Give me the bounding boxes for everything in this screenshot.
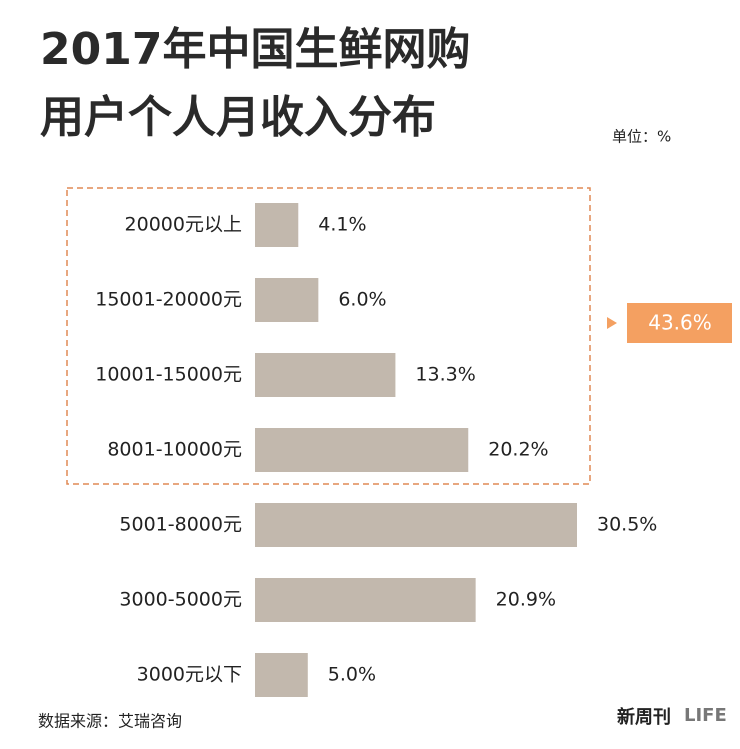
bar — [255, 503, 577, 547]
value-label: 30.5% — [597, 514, 657, 536]
source: 数据来源：艾瑞咨询 — [38, 712, 182, 731]
value-label: 20.2% — [488, 439, 548, 461]
value-label: 6.0% — [338, 289, 386, 311]
category-label: 8001-10000元 — [107, 439, 242, 461]
bar — [255, 353, 396, 397]
chart-title: 用户个人月收入分布 — [40, 92, 436, 143]
bar — [255, 428, 469, 472]
category-label: 20000元以上 — [125, 214, 242, 236]
value-label: 4.1% — [318, 214, 366, 236]
unit-label: 单位：% — [612, 128, 671, 146]
pointer — [607, 317, 617, 329]
value-label: 20.9% — [496, 589, 556, 611]
category-label: 15001-20000元 — [95, 289, 242, 311]
chart-title: 2017年中国生鲜网购 — [40, 24, 470, 75]
bar — [255, 203, 299, 247]
value-label: 5.0% — [328, 664, 376, 686]
annotation-box — [627, 303, 732, 343]
category-label: 3000-5000元 — [119, 589, 242, 611]
logo: 新周刊 — [617, 706, 671, 728]
value-label: 13.3% — [415, 364, 475, 386]
bar — [255, 578, 476, 622]
highlight-box — [66, 187, 591, 485]
annotation: 43.6% — [648, 311, 712, 335]
bar — [255, 278, 319, 322]
category-label: 3000元以下 — [137, 664, 242, 686]
category-label: 5001-8000元 — [119, 514, 242, 536]
bar — [255, 653, 308, 697]
logo: LIFE — [684, 705, 727, 726]
category-label: 10001-15000元 — [95, 364, 242, 386]
